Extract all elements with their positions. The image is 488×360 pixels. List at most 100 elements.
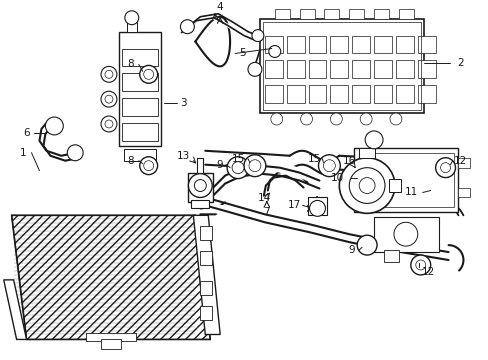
Bar — [188, 173, 213, 202]
Circle shape — [268, 45, 280, 58]
Bar — [308, 85, 326, 103]
Circle shape — [105, 95, 113, 103]
Text: 10: 10 — [330, 172, 343, 183]
Bar — [259, 19, 423, 113]
Bar — [395, 60, 413, 78]
Circle shape — [365, 131, 382, 149]
Bar — [330, 60, 347, 78]
Circle shape — [348, 168, 384, 203]
Bar — [351, 36, 369, 54]
Bar — [264, 85, 282, 103]
Text: 8: 8 — [127, 156, 134, 166]
Circle shape — [339, 158, 394, 213]
Circle shape — [318, 155, 340, 177]
Circle shape — [232, 162, 244, 174]
Circle shape — [105, 120, 113, 128]
Bar — [200, 251, 212, 265]
Polygon shape — [193, 215, 220, 334]
Circle shape — [300, 113, 312, 125]
Polygon shape — [12, 215, 210, 339]
Bar — [330, 85, 347, 103]
Text: 9: 9 — [216, 160, 223, 170]
Text: 6: 6 — [23, 128, 30, 138]
Bar — [398, 9, 413, 19]
Text: 15: 15 — [231, 154, 244, 164]
Bar — [458, 188, 469, 197]
Polygon shape — [4, 280, 26, 339]
Text: 7: 7 — [263, 207, 269, 217]
Circle shape — [101, 116, 117, 132]
Circle shape — [101, 91, 117, 107]
Circle shape — [330, 113, 342, 125]
Circle shape — [360, 113, 371, 125]
Bar — [351, 85, 369, 103]
Circle shape — [194, 180, 206, 192]
Bar — [286, 85, 304, 103]
Circle shape — [248, 160, 261, 172]
Circle shape — [143, 161, 153, 171]
Circle shape — [101, 66, 117, 82]
Bar — [417, 36, 435, 54]
Bar — [299, 9, 314, 19]
Text: 2: 2 — [456, 58, 463, 68]
Text: 1: 1 — [20, 148, 27, 158]
Bar — [417, 60, 435, 78]
Bar — [458, 158, 469, 168]
Text: 4: 4 — [216, 2, 223, 12]
Circle shape — [309, 201, 325, 216]
Bar — [200, 226, 212, 240]
Text: 9: 9 — [347, 245, 354, 255]
Bar — [264, 60, 282, 78]
Bar — [373, 36, 391, 54]
Bar — [373, 217, 438, 252]
Bar — [342, 183, 353, 193]
Circle shape — [393, 222, 417, 246]
Bar — [373, 60, 391, 78]
Bar — [324, 9, 339, 19]
Bar — [395, 36, 413, 54]
Bar — [308, 60, 326, 78]
Bar — [348, 9, 364, 19]
Circle shape — [140, 66, 157, 83]
Bar — [330, 36, 347, 54]
Text: 5: 5 — [238, 49, 245, 58]
Circle shape — [356, 235, 376, 255]
Text: 12: 12 — [421, 267, 434, 277]
Circle shape — [440, 163, 449, 173]
Circle shape — [244, 155, 265, 177]
Text: 3: 3 — [180, 98, 186, 108]
Bar — [264, 36, 282, 54]
Bar — [197, 158, 203, 173]
Bar — [123, 149, 155, 161]
Bar — [388, 179, 400, 193]
Bar — [308, 36, 326, 54]
Bar — [417, 85, 435, 103]
Text: 17: 17 — [287, 201, 301, 210]
Bar — [373, 9, 388, 19]
Circle shape — [247, 62, 262, 76]
Circle shape — [67, 145, 83, 161]
Bar — [200, 306, 212, 320]
Text: 12: 12 — [453, 156, 466, 166]
Bar — [286, 36, 304, 54]
Circle shape — [323, 160, 335, 172]
Circle shape — [410, 255, 430, 275]
Circle shape — [45, 117, 63, 135]
Bar — [122, 73, 157, 91]
Text: 13: 13 — [177, 151, 190, 161]
Circle shape — [226, 157, 248, 179]
Circle shape — [105, 70, 113, 78]
Bar — [263, 22, 420, 110]
Circle shape — [251, 30, 264, 41]
Circle shape — [124, 11, 139, 25]
Text: 8: 8 — [127, 59, 134, 69]
Text: 14: 14 — [258, 193, 271, 203]
Circle shape — [389, 113, 401, 125]
Bar — [274, 9, 289, 19]
Text: 11: 11 — [405, 188, 418, 198]
Circle shape — [180, 20, 194, 33]
Circle shape — [143, 69, 153, 79]
Text: 15: 15 — [307, 154, 321, 164]
Bar — [101, 339, 121, 349]
Circle shape — [140, 157, 157, 175]
